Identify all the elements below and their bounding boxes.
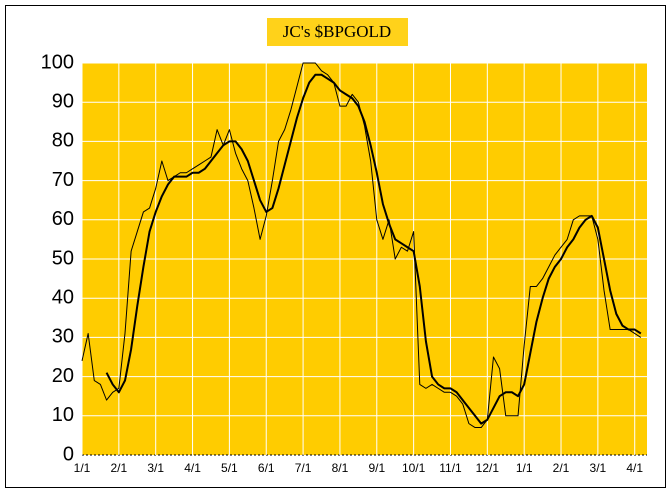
x-tick-label: 3/1 xyxy=(147,461,164,475)
x-tick-label: 10/1 xyxy=(402,461,426,475)
x-tick-label: 9/1 xyxy=(368,461,385,475)
y-tick-label: 40 xyxy=(52,286,74,308)
y-tick-label: 0 xyxy=(63,443,74,465)
x-tick-label: 4/1 xyxy=(184,461,201,475)
x-tick-label: 8/1 xyxy=(332,461,349,475)
y-tick-label: 70 xyxy=(52,169,74,191)
y-tick-label: 90 xyxy=(52,90,74,112)
x-tick-label: 2/1 xyxy=(553,461,570,475)
title-box xyxy=(267,18,408,46)
x-tick-label: 5/1 xyxy=(221,461,238,475)
y-tick-label: 30 xyxy=(52,326,74,348)
x-tick-label: 1/1 xyxy=(74,461,91,475)
x-tick-label: 7/1 xyxy=(295,461,312,475)
y-tick-label: 100 xyxy=(41,51,74,73)
y-tick-label: 50 xyxy=(52,247,74,269)
y-tick-label: 60 xyxy=(52,208,74,230)
x-tick-label: 2/1 xyxy=(111,461,128,475)
y-tick-label: 10 xyxy=(52,404,74,426)
y-tick-label: 80 xyxy=(52,130,74,152)
x-tick-label: 11/1 xyxy=(439,461,462,475)
y-tick-label: 20 xyxy=(52,365,74,387)
x-tick-label: 4/1 xyxy=(626,461,643,475)
chart-title: JC's $BPGOLD xyxy=(283,22,391,41)
x-tick-label: 3/1 xyxy=(590,461,607,475)
x-tick-label: 6/1 xyxy=(258,461,275,475)
x-tick-label: 12/1 xyxy=(476,461,500,475)
series-line xyxy=(105,73,642,425)
x-tick-label: 1/1 xyxy=(516,461,533,475)
